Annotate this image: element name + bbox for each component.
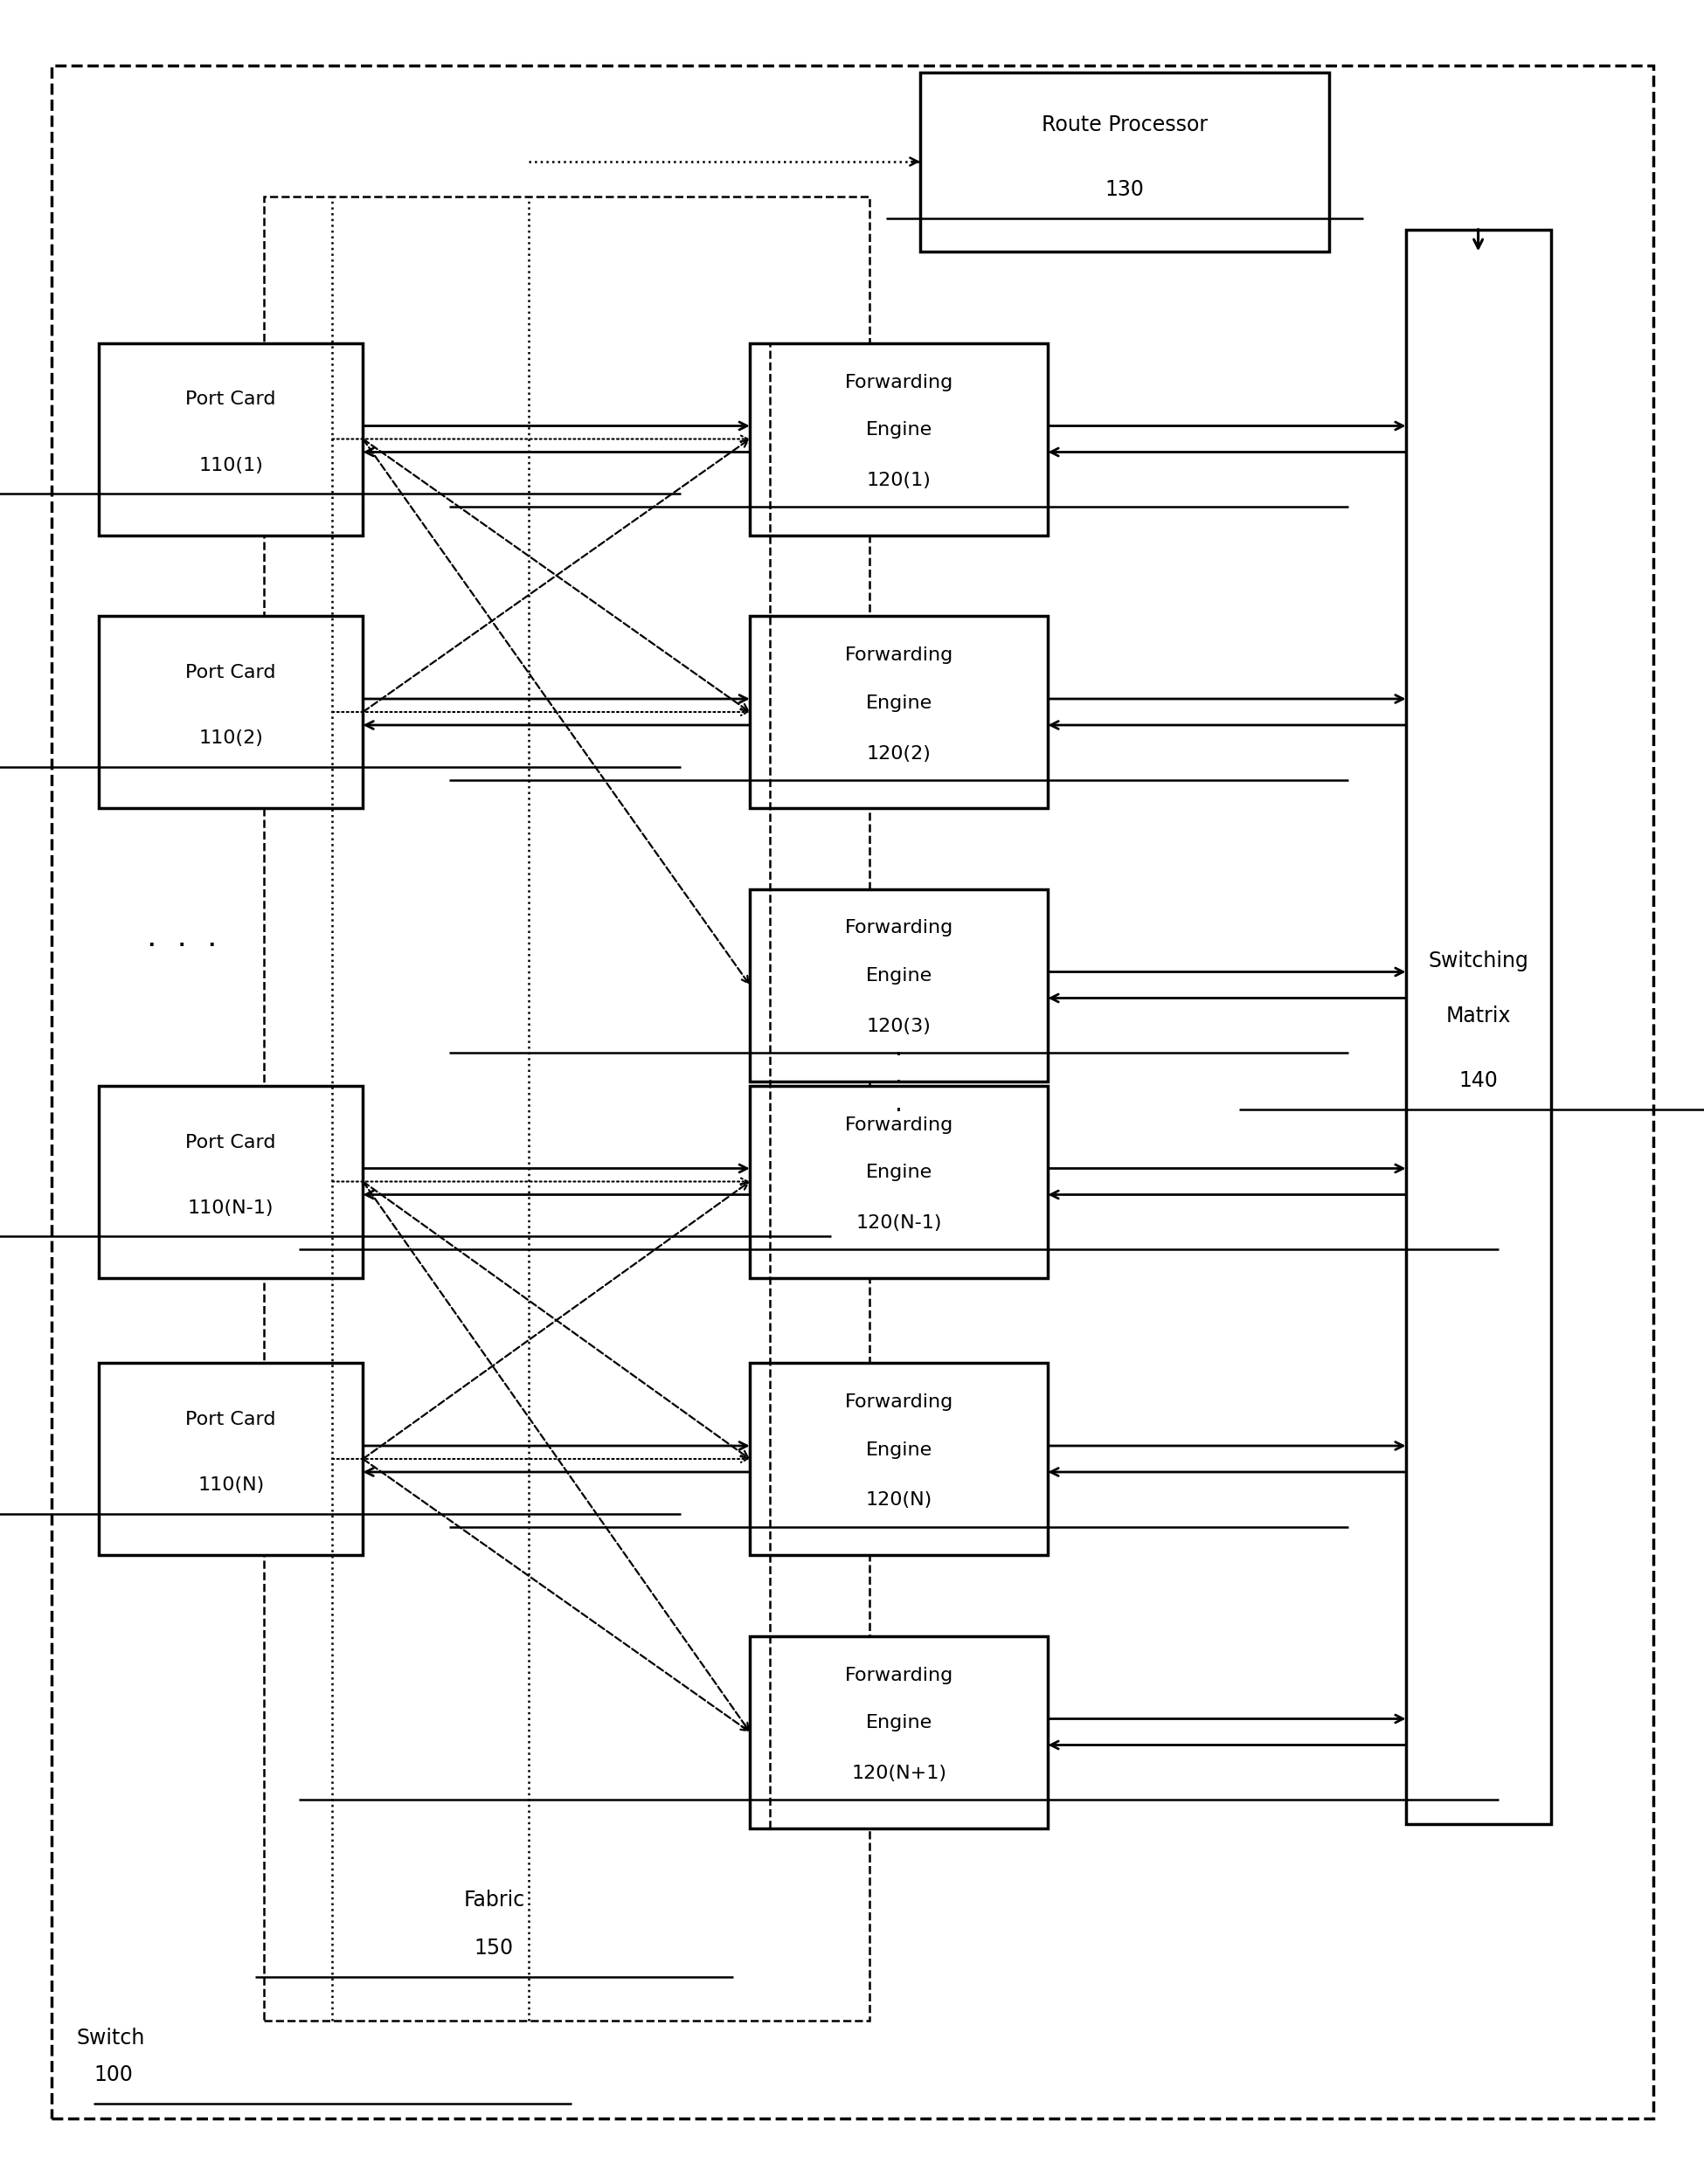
Text: 150: 150 bbox=[474, 1937, 513, 1959]
Text: Port Card: Port Card bbox=[186, 664, 276, 681]
Text: ·
·
·: · · · bbox=[895, 1042, 903, 1125]
Bar bbox=[750, 343, 1048, 535]
Text: Forwarding: Forwarding bbox=[845, 1393, 953, 1411]
Bar bbox=[750, 616, 1048, 808]
Text: 120(2): 120(2) bbox=[867, 745, 930, 762]
Text: 110(1): 110(1) bbox=[199, 456, 262, 474]
Bar bbox=[99, 1363, 363, 1555]
Text: Route Processor: Route Processor bbox=[1041, 114, 1208, 135]
Bar bbox=[264, 197, 869, 2020]
Text: Forwarding: Forwarding bbox=[845, 373, 953, 391]
Text: 130: 130 bbox=[1104, 179, 1145, 201]
Bar bbox=[750, 1636, 1048, 1828]
Text: Port Card: Port Card bbox=[186, 1133, 276, 1151]
Text: Engine: Engine bbox=[866, 1441, 932, 1459]
Text: 140: 140 bbox=[1459, 1070, 1498, 1092]
Bar bbox=[750, 1085, 1048, 1278]
Bar bbox=[99, 1085, 363, 1278]
Text: 120(N-1): 120(N-1) bbox=[855, 1214, 942, 1232]
Bar bbox=[99, 616, 363, 808]
Text: Matrix: Matrix bbox=[1445, 1005, 1511, 1026]
Text: Forwarding: Forwarding bbox=[845, 1666, 953, 1684]
Text: 110(N-1): 110(N-1) bbox=[187, 1199, 274, 1216]
Text: Engine: Engine bbox=[866, 1164, 932, 1182]
Text: Port Card: Port Card bbox=[186, 1411, 276, 1428]
Bar bbox=[99, 343, 363, 535]
Text: Engine: Engine bbox=[866, 422, 932, 439]
Text: Port Card: Port Card bbox=[186, 391, 276, 408]
Text: ·  ·  ·: · · · bbox=[147, 930, 218, 961]
Text: 100: 100 bbox=[94, 2064, 133, 2086]
Text: Switching: Switching bbox=[1428, 950, 1528, 972]
Bar bbox=[1406, 229, 1551, 1824]
Text: Engine: Engine bbox=[866, 695, 932, 712]
Text: 120(N+1): 120(N+1) bbox=[852, 1765, 946, 1782]
Text: Forwarding: Forwarding bbox=[845, 1116, 953, 1133]
Text: Engine: Engine bbox=[866, 1714, 932, 1732]
Text: Engine: Engine bbox=[866, 968, 932, 985]
Text: 120(N): 120(N) bbox=[866, 1492, 932, 1509]
Bar bbox=[750, 889, 1048, 1081]
Bar bbox=[920, 72, 1329, 251]
Text: 120(1): 120(1) bbox=[867, 472, 930, 489]
Bar bbox=[750, 1363, 1048, 1555]
Text: Fabric: Fabric bbox=[463, 1889, 525, 1911]
Text: 110(2): 110(2) bbox=[199, 729, 262, 747]
Text: 120(3): 120(3) bbox=[867, 1018, 930, 1035]
Text: Forwarding: Forwarding bbox=[845, 646, 953, 664]
Text: 110(N): 110(N) bbox=[198, 1476, 264, 1494]
Text: Forwarding: Forwarding bbox=[845, 919, 953, 937]
Text: Switch: Switch bbox=[77, 2027, 145, 2049]
